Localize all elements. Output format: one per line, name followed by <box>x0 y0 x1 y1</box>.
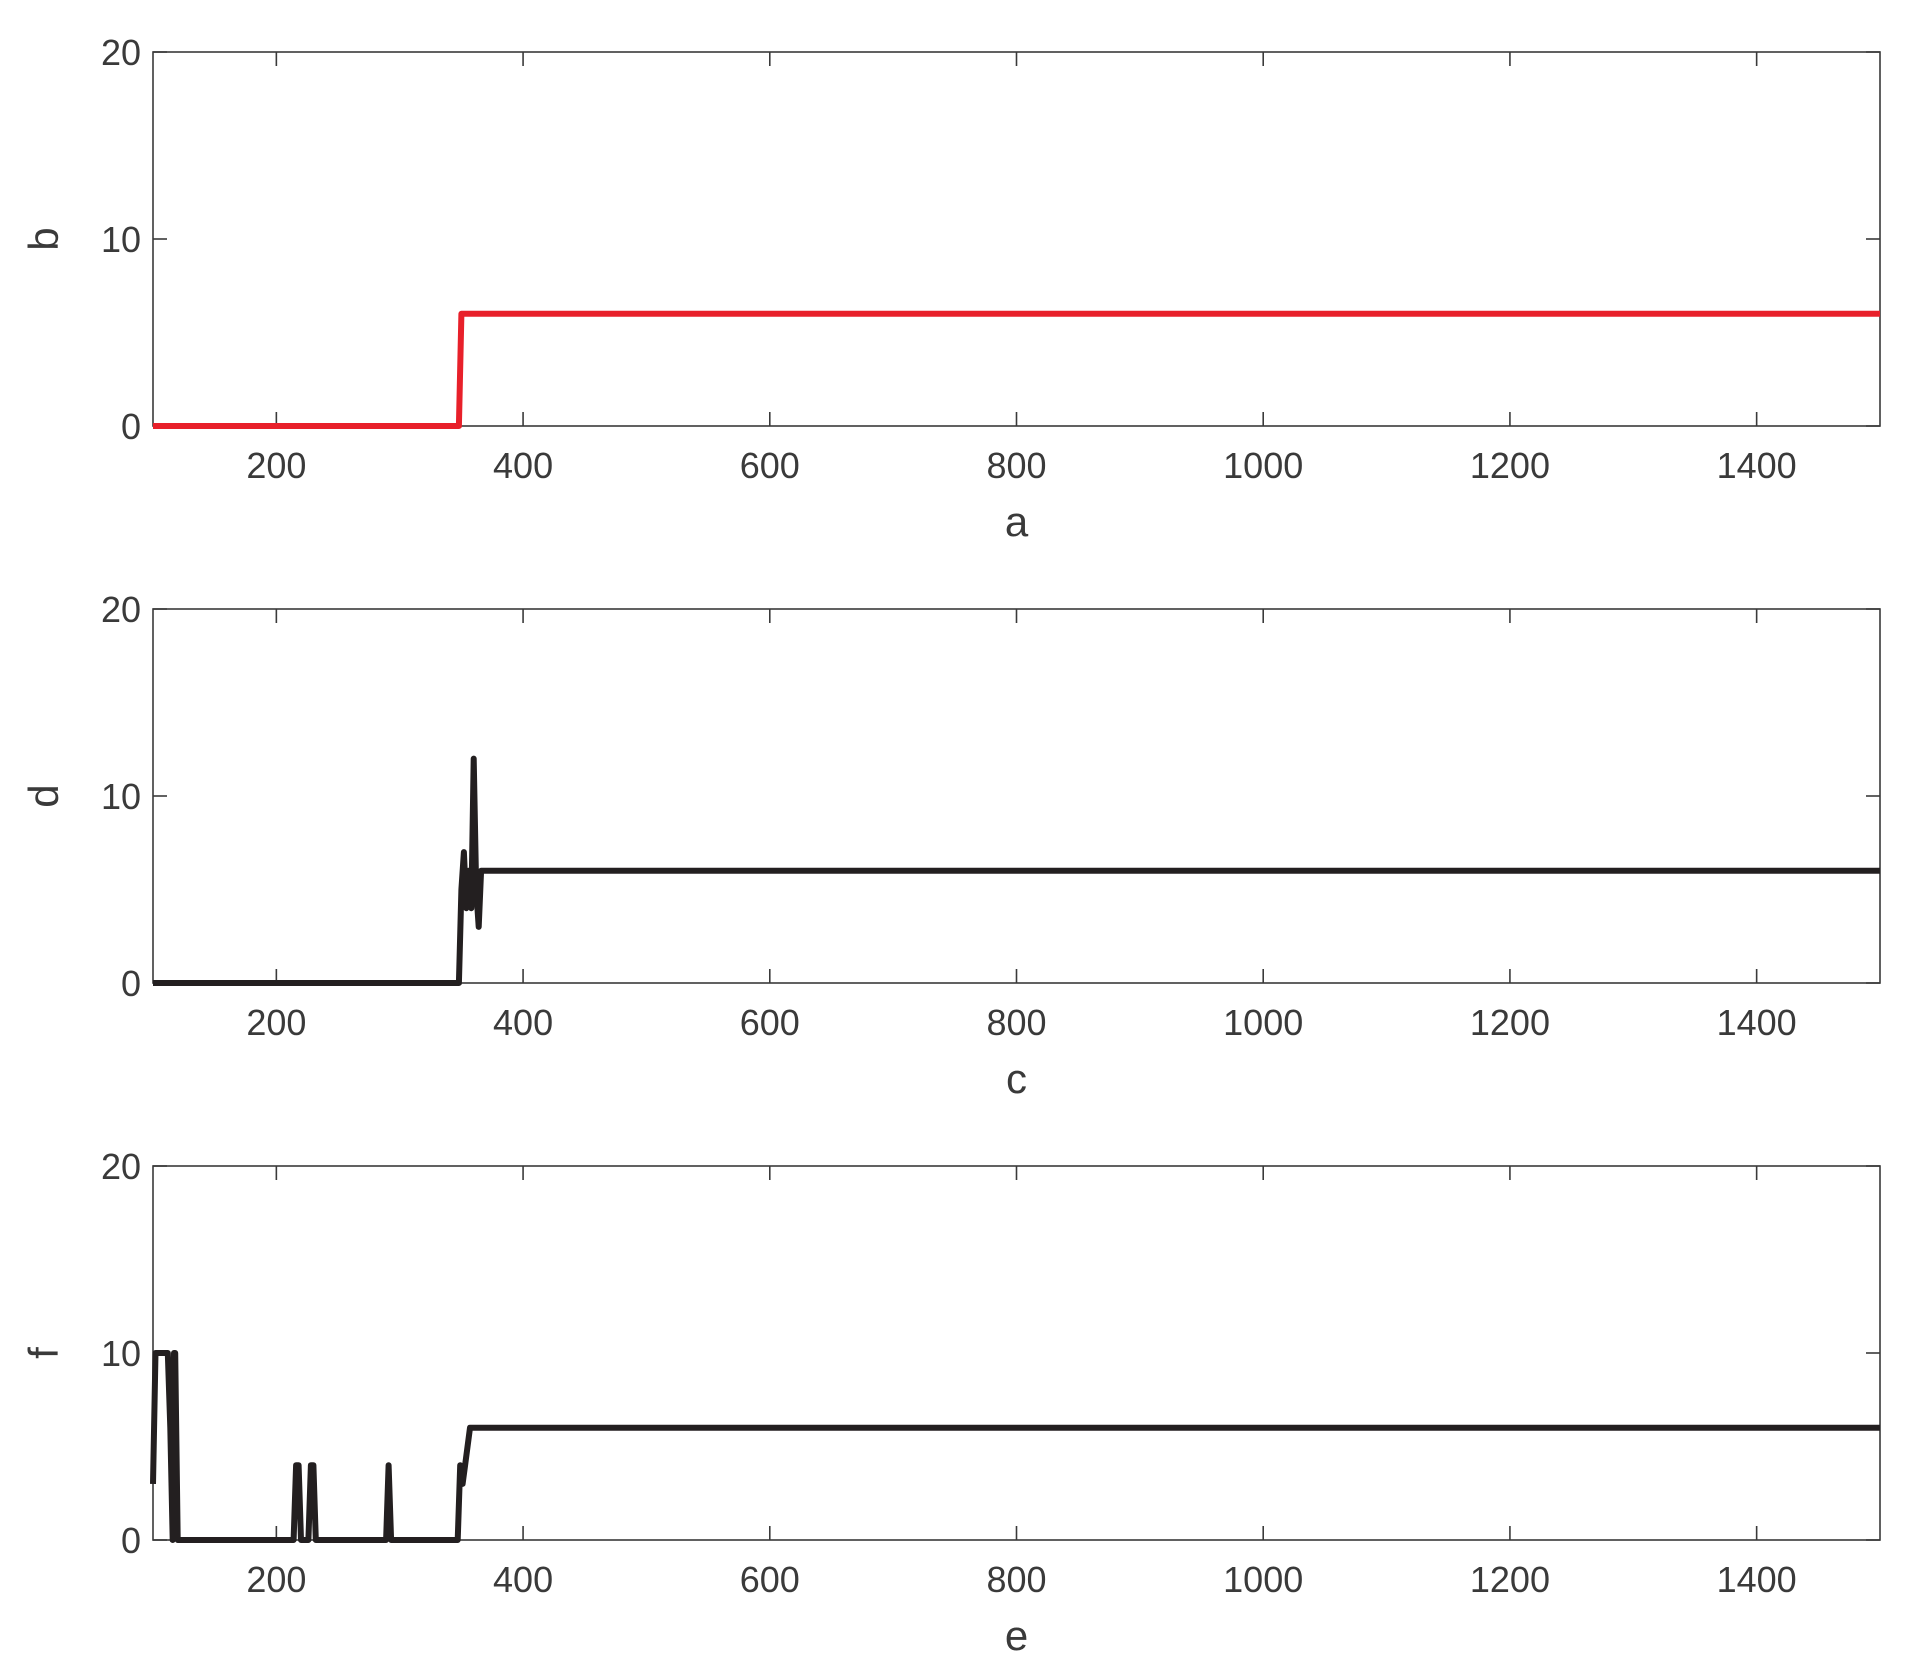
panel-3-ticks <box>153 1165 1880 1541</box>
panel-1-x-tick-label: 800 <box>986 445 1046 486</box>
panel-1-y-tick-labels: 0 10 20 <box>101 32 141 447</box>
panel-3-frame <box>152 1165 1881 1541</box>
panel-2-x-tick-label: 800 <box>986 1002 1046 1043</box>
panel-2-x-tick-label: 600 <box>740 1002 800 1043</box>
panel-2-y-tick-label: 20 <box>101 589 141 630</box>
panel-3-y-tick-label: 10 <box>101 1333 141 1374</box>
panel-3-y-tick-label: 0 <box>121 1520 141 1561</box>
panel-3-x-tick-label: 200 <box>246 1559 306 1600</box>
panel-1-frame <box>152 51 1881 427</box>
panel-1-series <box>153 310 1880 429</box>
panel-1-x-tick-label: 1200 <box>1470 445 1550 486</box>
panel-2-x-tick-label: 200 <box>246 1002 306 1043</box>
panel-3-x-axis-label: e <box>1005 1612 1028 1659</box>
panel-2-frame <box>152 608 1881 984</box>
panel-3-x-tick-labels: 200 400 600 800 1000 1200 1400 <box>246 1559 1796 1600</box>
panel-1-x-tick-label: 1400 <box>1717 445 1797 486</box>
panel-2: 200 400 600 800 1000 1200 1400 0 10 20 c d <box>20 589 1881 1102</box>
panel-1-x-tick-label: 400 <box>493 445 553 486</box>
panel-3-x-tick-label: 800 <box>986 1559 1046 1600</box>
panel-1-series-line <box>153 310 1880 429</box>
panel-1-y-tick-label: 10 <box>101 219 141 260</box>
panel-2-x-axis-label: c <box>1006 1055 1027 1102</box>
panel-2-series-line <box>153 755 1880 986</box>
panel-2-x-tick-label: 1000 <box>1223 1002 1303 1043</box>
panel-2-x-tick-labels: 200 400 600 800 1000 1200 1400 <box>246 1002 1796 1043</box>
panel-1-ticks <box>153 51 1880 427</box>
panel-2-x-tick-label: 1200 <box>1470 1002 1550 1043</box>
panel-1-y-tick-label: 0 <box>121 406 141 447</box>
panel-3-y-axis-label: f <box>20 1347 67 1359</box>
panel-2-x-tick-label: 1400 <box>1717 1002 1797 1043</box>
panel-1-x-tick-label: 600 <box>740 445 800 486</box>
panel-3-y-tick-label: 20 <box>101 1146 141 1187</box>
panel-2-ticks <box>153 608 1880 984</box>
panel-2-y-tick-label: 0 <box>121 963 141 1004</box>
panel-3-y-tick-labels: 0 10 20 <box>101 1146 141 1561</box>
panel-3-x-tick-label: 600 <box>740 1559 800 1600</box>
panel-1: 200 400 600 800 1000 1200 1400 0 10 20 a b <box>20 32 1881 545</box>
panel-3-series <box>150 1350 1880 1543</box>
panel-1-x-axis-label: a <box>1005 498 1029 545</box>
panel-2-y-tick-labels: 0 10 20 <box>101 589 141 1004</box>
panel-1-y-axis-label: b <box>20 227 67 250</box>
panel-3: 200 400 600 800 1000 1200 1400 0 10 20 e f <box>20 1146 1881 1659</box>
panel-1-x-tick-labels: 200 400 600 800 1000 1200 1400 <box>246 445 1796 486</box>
panel-1-y-tick-label: 20 <box>101 32 141 73</box>
panel-1-x-tick-label: 1000 <box>1223 445 1303 486</box>
panel-3-x-tick-label: 400 <box>493 1559 553 1600</box>
panel-2-x-tick-label: 400 <box>493 1002 553 1043</box>
panel-3-series-line <box>150 1350 1880 1543</box>
panel-1-x-tick-label: 200 <box>246 445 306 486</box>
panel-2-y-axis-label: d <box>20 784 67 807</box>
panel-3-x-tick-label: 1000 <box>1223 1559 1303 1600</box>
panel-2-series <box>153 755 1880 986</box>
panel-3-x-tick-label: 1400 <box>1717 1559 1797 1600</box>
panel-3-x-tick-label: 1200 <box>1470 1559 1550 1600</box>
panel-2-y-tick-label: 10 <box>101 776 141 817</box>
